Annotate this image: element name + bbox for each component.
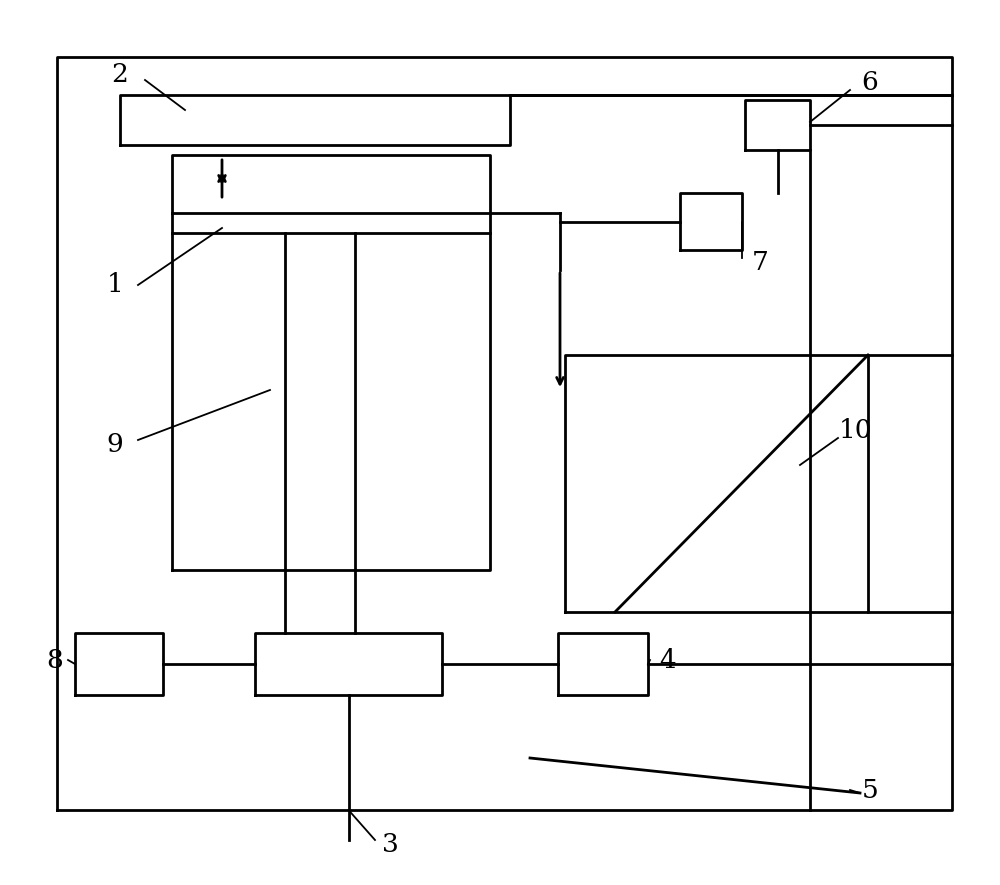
Text: 2: 2 bbox=[112, 63, 128, 88]
Text: 10: 10 bbox=[838, 418, 872, 442]
Text: 6: 6 bbox=[862, 71, 878, 96]
Text: 3: 3 bbox=[382, 833, 398, 858]
Text: 4: 4 bbox=[660, 648, 676, 673]
Text: 9: 9 bbox=[107, 433, 123, 458]
Text: 8: 8 bbox=[47, 648, 63, 673]
Text: 1: 1 bbox=[107, 273, 123, 297]
Text: 5: 5 bbox=[862, 778, 878, 803]
Text: 7: 7 bbox=[752, 250, 768, 275]
